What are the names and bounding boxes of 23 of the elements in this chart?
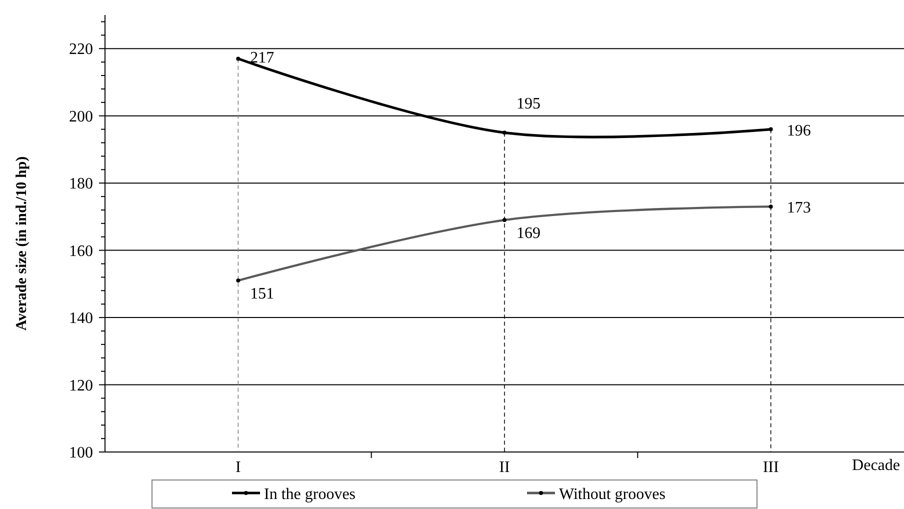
x-axis-title: Decade	[852, 457, 900, 474]
y-tick-label: 120	[69, 377, 93, 394]
data-label: 196	[786, 122, 811, 140]
x-tick-label: II	[499, 459, 510, 476]
x-tick-label: III	[762, 459, 779, 476]
data-label: 151	[250, 286, 274, 303]
y-tick-label: 100	[69, 444, 93, 462]
legend-label: In the grooves	[264, 486, 356, 503]
y-tick-label: 220	[69, 41, 93, 58]
point	[236, 56, 240, 61]
y-tick-label: 140	[69, 310, 93, 328]
point	[502, 130, 506, 135]
data-label: 217	[250, 50, 274, 67]
data-label: 169	[516, 225, 540, 242]
y-tick-label: 180	[69, 176, 93, 193]
point	[768, 127, 773, 132]
y-axis-title: Averade size (in ind./10 hp)	[14, 156, 30, 331]
legend-label: Without grooves	[559, 486, 666, 503]
y-tick-label: 160	[69, 242, 93, 260]
data-label: 195	[516, 96, 540, 113]
y-tick-label: 200	[69, 108, 93, 126]
x-tick-label: I	[236, 459, 241, 476]
data-label: 173	[786, 200, 811, 217]
